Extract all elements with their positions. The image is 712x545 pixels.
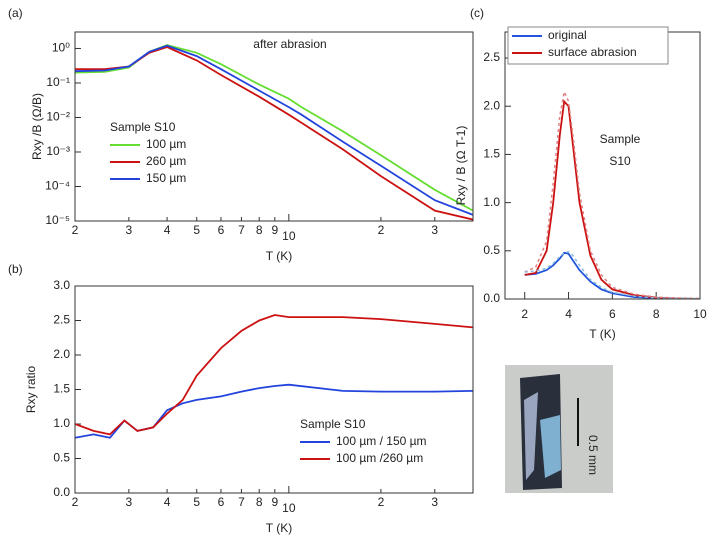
x-tick-label: 2 bbox=[521, 307, 528, 321]
annotation: after abrasion bbox=[253, 37, 326, 51]
y-tick-label: 10⁻¹ bbox=[46, 75, 70, 89]
y-tick-label: 10⁻² bbox=[46, 110, 70, 124]
x-tick-label: 8 bbox=[256, 223, 263, 237]
y-tick-label: 1.5 bbox=[483, 147, 500, 161]
x-tick-label: 10 bbox=[282, 501, 296, 515]
legend-label: surface abrasion bbox=[548, 45, 637, 59]
y-tick-label: 2.5 bbox=[483, 50, 500, 64]
x-tick-label: 4 bbox=[164, 495, 171, 509]
x-tick-label: 5 bbox=[193, 495, 200, 509]
y-axis-label: Rxy / B (Ω T-1) bbox=[454, 126, 468, 206]
legend-label: 100 µm bbox=[146, 137, 186, 151]
x-tick-label: 3 bbox=[431, 495, 438, 509]
annotation: S10 bbox=[609, 154, 631, 168]
legend-label: 100 µm / 150 µm bbox=[336, 434, 427, 448]
series-line bbox=[75, 314, 473, 436]
x-tick-label: 2 bbox=[72, 223, 79, 237]
y-tick-label: 0.0 bbox=[483, 291, 500, 305]
plot-frame bbox=[74, 31, 474, 222]
sample-facet bbox=[540, 415, 561, 478]
y-tick-label: 1.0 bbox=[53, 416, 70, 430]
y-axis-label: Rxy /B (Ω/B) bbox=[30, 93, 44, 160]
x-tick-label: 9 bbox=[271, 495, 278, 509]
panel-label: (a) bbox=[8, 6, 23, 20]
legend-label: 260 µm bbox=[146, 154, 186, 168]
annotation: Sample bbox=[600, 132, 641, 146]
x-tick-label: 6 bbox=[609, 307, 616, 321]
legend-label: original bbox=[548, 28, 587, 42]
x-tick-label: 6 bbox=[218, 495, 225, 509]
plot-frame bbox=[504, 31, 701, 300]
y-tick-label: 2.0 bbox=[53, 347, 70, 361]
x-tick-label: 2 bbox=[378, 223, 385, 237]
x-tick-label: 10 bbox=[282, 229, 296, 243]
legend-title: Sample S10 bbox=[110, 120, 176, 134]
x-tick-label: 7 bbox=[238, 495, 245, 509]
legend-box bbox=[507, 26, 669, 65]
y-tick-label: 10⁻³ bbox=[46, 144, 70, 158]
panel-label: (c) bbox=[470, 6, 484, 20]
scale-label: 0.5 mm bbox=[586, 435, 600, 475]
x-tick-label: 3 bbox=[126, 495, 133, 509]
x-tick-label: 3 bbox=[431, 223, 438, 237]
y-tick-label: 0.0 bbox=[53, 485, 70, 499]
x-tick-label: 4 bbox=[164, 223, 171, 237]
legend-title: Sample S10 bbox=[300, 417, 366, 431]
sample-photo: 0.5 mm bbox=[505, 365, 613, 493]
y-tick-label: 2.5 bbox=[53, 313, 70, 327]
x-tick-label: 3 bbox=[126, 223, 133, 237]
x-tick-label: 9 bbox=[271, 223, 278, 237]
x-axis-label: T (K) bbox=[266, 249, 292, 263]
y-tick-label: 10⁻⁴ bbox=[45, 179, 70, 193]
x-axis-label: T (K) bbox=[589, 327, 615, 341]
y-tick-label: 1.0 bbox=[483, 195, 500, 209]
y-tick-label: 3.0 bbox=[53, 278, 70, 292]
y-tick-label: 0.5 bbox=[53, 451, 70, 465]
series-line bbox=[524, 250, 700, 299]
plot-frame bbox=[74, 285, 474, 494]
y-axis-label: Rxy ratio bbox=[24, 366, 38, 414]
y-tick-label: 10⁰ bbox=[52, 41, 70, 55]
series-line bbox=[524, 99, 700, 299]
x-tick-label: 7 bbox=[238, 223, 245, 237]
series-line bbox=[75, 44, 473, 216]
x-tick-label: 4 bbox=[565, 307, 572, 321]
y-tick-label: 10⁻⁵ bbox=[45, 213, 70, 227]
x-tick-label: 8 bbox=[256, 495, 263, 509]
x-tick-label: 8 bbox=[653, 307, 660, 321]
x-tick-label: 2 bbox=[378, 495, 385, 509]
x-tick-label: 10 bbox=[693, 307, 707, 321]
x-tick-label: 2 bbox=[72, 495, 79, 509]
x-axis-label: T (K) bbox=[266, 521, 292, 535]
x-tick-label: 6 bbox=[218, 223, 225, 237]
y-tick-label: 2.0 bbox=[483, 98, 500, 112]
y-tick-label: 0.5 bbox=[483, 243, 500, 257]
legend-label: 150 µm bbox=[146, 171, 186, 185]
series-line bbox=[524, 89, 700, 299]
sample-reflection bbox=[524, 392, 538, 480]
legend-label: 100 µm /260 µm bbox=[336, 451, 423, 465]
panel-label: (b) bbox=[8, 262, 23, 276]
x-tick-label: 5 bbox=[193, 223, 200, 237]
y-tick-label: 1.5 bbox=[53, 382, 70, 396]
